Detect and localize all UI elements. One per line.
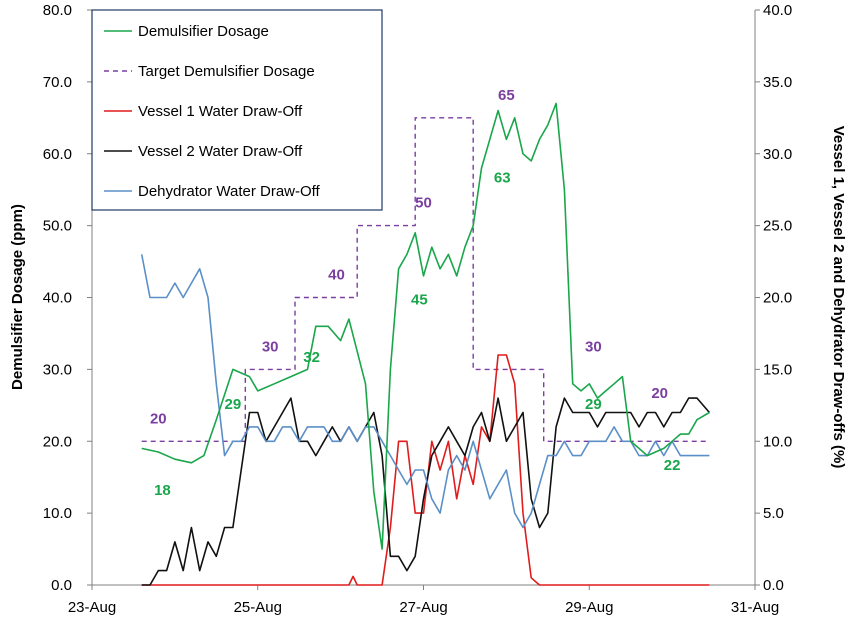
annotation-label: 40 — [328, 267, 345, 284]
legend-items: Demulsifier Dosage Target Demulsifier Dos… — [104, 23, 321, 200]
legend: Demulsifier Dosage Target Demulsifier Dos… — [91, 9, 383, 211]
annotation-label: 29 — [585, 396, 602, 413]
y-tick-label: 40.0 — [43, 290, 72, 307]
annotation-label: 30 — [262, 338, 279, 355]
series-line-dehydrator-water-draw-off — [140, 254, 710, 529]
y-tick-label: 10.0 — [43, 505, 72, 522]
x-tick-label: 31-Aug — [731, 599, 779, 616]
y-tick-label: 30.0 — [43, 361, 72, 378]
annotation-label: 20 — [651, 385, 668, 402]
annotation-label: 50 — [415, 195, 432, 212]
annotation-label: 45 — [411, 292, 428, 309]
x-tick-label: 25-Aug — [234, 599, 282, 616]
x-tick-label: 23-Aug — [68, 599, 116, 616]
y2-tick-label: 0.0 — [763, 577, 784, 594]
y2-tick-label: 25.0 — [763, 218, 792, 235]
series-line-vessel-2-water-draw-off — [141, 397, 711, 586]
y-axis-title: Demulsifier Dosage (ppm) — [9, 204, 26, 390]
x-tick-label: 27-Aug — [399, 599, 447, 616]
annotation-label: 29 — [225, 396, 242, 413]
legend-label: Target Demulsifier Dosage — [138, 63, 315, 80]
y-tick-label: 60.0 — [43, 146, 72, 163]
legend-label: Vessel 1 Water Draw-Off — [138, 103, 303, 120]
right-axis-ticks: 0.0 5.0 10.0 15.0 20.0 25.0 30.0 35.0 40.0 — [755, 2, 792, 594]
y2-tick-label: 30.0 — [763, 146, 792, 163]
x-axis-ticks: 23-Aug 25-Aug 27-Aug 29-Aug 31-Aug — [68, 585, 779, 616]
legend-label: Demulsifier Dosage — [138, 23, 269, 40]
legend-label: Vessel 2 Water Draw-Off — [138, 143, 303, 160]
annotation-label: 63 — [494, 170, 511, 187]
x-tick-label: 29-Aug — [565, 599, 613, 616]
series-layer — [140, 102, 711, 586]
legend-label: Dehydrator Water Draw-Off — [138, 183, 321, 200]
y2-tick-label: 15.0 — [763, 361, 792, 378]
y2-tick-label: 5.0 — [763, 505, 784, 522]
annotations-layer: 20 30 40 50 65 30 20 18 29 32 45 63 29 22 — [150, 87, 681, 499]
y-tick-label: 0.0 — [51, 577, 72, 594]
annotation-label: 65 — [498, 87, 515, 104]
left-axis-ticks: 0.0 10.0 20.0 30.0 40.0 50.0 60.0 70.0 80.0 — [43, 2, 92, 594]
y-tick-label: 50.0 — [43, 218, 72, 235]
annotation-label: 22 — [664, 457, 681, 474]
annotation-label: 20 — [150, 410, 167, 427]
y2-tick-label: 35.0 — [763, 74, 792, 91]
y-tick-label: 80.0 — [43, 2, 72, 19]
y2-tick-label: 10.0 — [763, 433, 792, 450]
y2-tick-label: 40.0 — [763, 2, 792, 19]
series-line-target-demulsifier-dosage — [141, 117, 710, 442]
legend-box — [91, 9, 383, 211]
annotation-label: 32 — [303, 349, 320, 366]
annotation-label: 18 — [154, 482, 171, 499]
series-line-vessel-1-water-draw-off — [141, 354, 710, 586]
y-tick-label: 70.0 — [43, 74, 72, 91]
annotation-label: 30 — [585, 338, 602, 355]
y2-axis-title: Vessel 1, Vessel 2 and Dehydrator Draw-o… — [830, 126, 847, 469]
y2-tick-label: 20.0 — [763, 290, 792, 307]
series-line-demulsifier-dosage — [141, 102, 710, 550]
y-tick-label: 20.0 — [43, 433, 72, 450]
